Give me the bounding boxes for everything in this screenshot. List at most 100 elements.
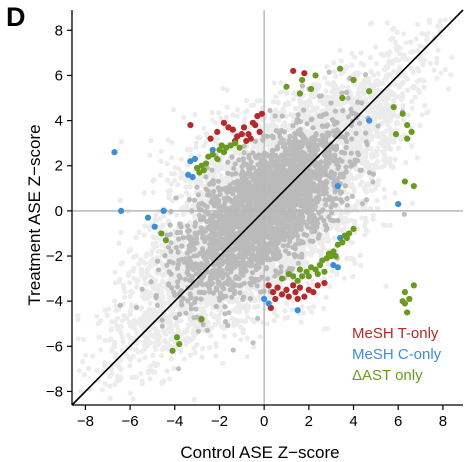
data-point [404,122,411,129]
data-point [301,70,308,77]
data-point [214,128,221,135]
data-point [196,169,203,176]
data-point [307,85,315,93]
data-point [191,155,198,163]
x-tick-label: −2 [211,413,228,430]
data-point [189,173,196,181]
data-point [399,110,406,117]
data-point [339,94,346,102]
data-point [283,83,290,90]
data-point [236,144,243,151]
data-point [252,122,259,129]
data-point [265,300,272,307]
data-point [151,223,158,230]
y-tick-label: 8 [55,22,63,39]
data-point [272,295,279,303]
data-point [269,289,277,296]
data-point [366,117,373,124]
data-point [207,135,214,142]
legend-entry: MeSH T-only [352,325,439,342]
data-point [198,316,205,323]
data-point [144,214,152,221]
data-point [296,284,303,291]
data-point [158,230,165,237]
series-1 [111,117,402,314]
data-point [334,264,341,271]
data-point [321,280,328,287]
data-point [294,307,301,314]
x-tick-label: −4 [166,413,183,430]
data-point [392,131,400,138]
data-point [404,135,411,142]
data-point [299,76,306,84]
data-point [350,76,357,84]
data-point [173,334,181,341]
identity-line [71,9,464,406]
data-point [366,88,373,95]
highlighted-series [111,65,417,354]
data-point [209,151,216,158]
data-point [283,286,290,293]
legend-entry: ΔAST only [352,367,423,384]
data-point [162,237,169,244]
data-point [285,293,292,300]
data-point [321,268,328,275]
data-point [339,239,346,246]
data-point [169,347,176,354]
data-point [401,289,409,296]
data-point [265,282,272,289]
data-point [290,273,297,280]
data-point [278,275,286,282]
data-point [301,293,308,300]
data-point [209,146,216,154]
data-point [176,340,183,348]
data-point [240,124,248,131]
data-point [395,201,402,208]
series-0 [187,67,328,312]
data-point [160,207,167,214]
y-tick-label: 0 [55,203,63,220]
x-tick-label: −6 [122,413,139,430]
data-point [274,284,281,291]
data-point [312,72,319,79]
y-tick-label: −8 [46,383,63,400]
data-point [232,140,239,147]
data-point [310,289,317,296]
legend: MeSH T-only MeSH C-only ΔAST only [352,325,442,384]
x-axis-title: Control ASE Z−score [180,443,339,462]
data-point [220,149,228,156]
data-point [305,273,312,280]
reference-lines [71,9,464,406]
y-tick-label: −2 [46,248,63,265]
data-point [401,178,409,185]
data-point [350,225,357,233]
background-core-points [117,69,407,372]
data-point [337,65,344,72]
data-point [229,126,236,133]
axes: −8 −6 −4 −2 0 2 4 6 8 −8 −6 −4 −2 0 2 4 6 8 [46,10,463,430]
y-tick-label: −6 [46,338,63,355]
data-point [238,131,245,138]
x-tick-label: 4 [349,413,357,430]
legend-entry: MeSH C-only [352,346,442,363]
data-point [299,273,306,280]
data-point [314,270,321,278]
data-point [404,309,411,316]
data-point [290,67,297,75]
x-tick-label: 2 [305,413,313,430]
data-point [408,128,415,135]
data-point [343,234,350,242]
data-point [296,90,303,97]
data-point [290,282,297,289]
x-tick-label: 8 [439,413,447,430]
data-point [296,266,303,273]
series-2 [158,65,417,354]
y-tick-label: 2 [55,158,63,175]
data-point [243,137,250,145]
data-point [187,122,194,129]
y-tick-label: 4 [55,113,63,130]
data-point [278,291,286,298]
data-point [202,160,210,167]
data-point [406,295,413,303]
